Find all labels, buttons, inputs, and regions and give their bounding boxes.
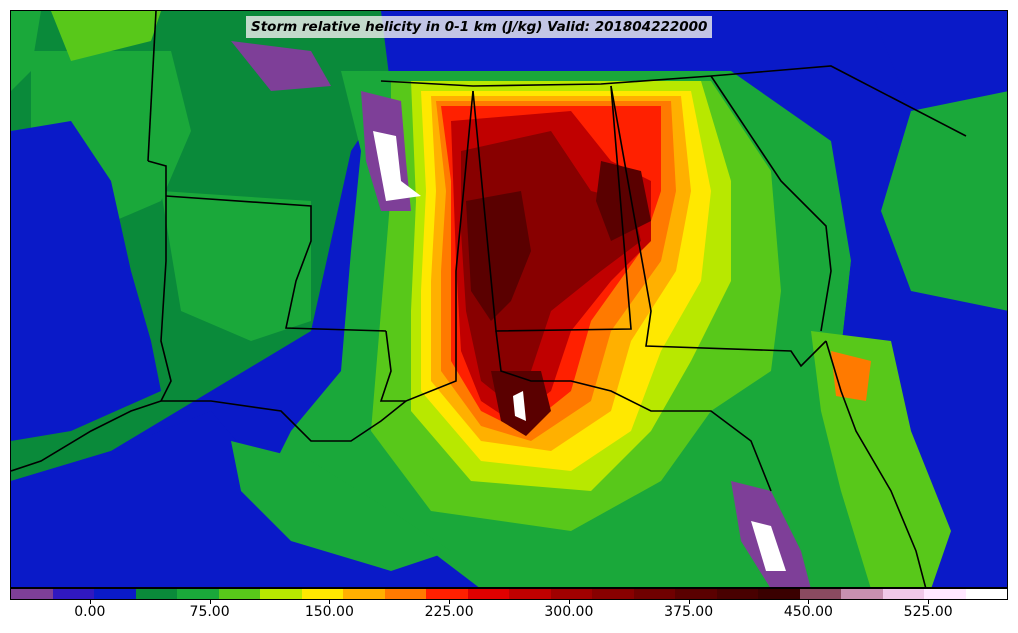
- colorbar-tick-label: 375.00: [664, 604, 714, 620]
- colorbar-segment: [343, 589, 385, 599]
- colorbar-tick-label: 300.00: [544, 604, 594, 620]
- colorbar: [10, 588, 1008, 600]
- colorbar-tick: [329, 600, 331, 604]
- colorbar-tick-label: 525.00: [903, 604, 953, 620]
- map-title: Storm relative helicity in 0-1 km (J/kg)…: [246, 16, 713, 38]
- colorbar-segment: [52, 589, 94, 599]
- colorbar-segment: [135, 589, 177, 599]
- colorbar-segment: [467, 589, 509, 599]
- colorbar-tick: [89, 600, 91, 604]
- colorbar-segment: [550, 589, 592, 599]
- colorbar-tick-label: 0.00: [74, 604, 106, 620]
- colorbar-ticks: 0.00 75.00 150.00 225.00 300.00 375.00 450.00 5…: [10, 600, 1008, 630]
- colorbar-tick: [209, 600, 211, 604]
- colorbar-segment: [841, 589, 883, 599]
- colorbar-segment: [11, 589, 53, 599]
- colorbar-segment: [426, 589, 468, 599]
- colorbar-segment: [384, 589, 426, 599]
- colorbar-segment: [301, 589, 343, 599]
- colorbar-segment: [633, 589, 675, 599]
- colorbar-tick-label: 150.00: [304, 604, 354, 620]
- colorbar-segment: [218, 589, 260, 599]
- colorbar-tick: [928, 600, 930, 604]
- colorbar-tick: [688, 600, 690, 604]
- colorbar-tick: [808, 600, 810, 604]
- colorbar-segment: [592, 589, 634, 599]
- colorbar-segment: [924, 589, 966, 599]
- colorbar-segment: [716, 589, 758, 599]
- colorbar-tick-label: 225.00: [424, 604, 474, 620]
- colorbar-tick: [568, 600, 570, 604]
- colorbar-tick-label: 75.00: [189, 604, 230, 620]
- colorbar-segment: [94, 589, 136, 599]
- colorbar-segment: [758, 589, 800, 599]
- helicity-field: [11, 11, 1007, 587]
- colorbar-segment: [675, 589, 717, 599]
- colorbar-tick: [449, 600, 451, 604]
- colorbar-segment: [509, 589, 551, 599]
- colorbar-segment: [965, 589, 1007, 599]
- colorbar-segment: [260, 589, 302, 599]
- colorbar-tick-label: 450.00: [783, 604, 833, 620]
- helicity-map: [10, 10, 1008, 588]
- colorbar-segment: [882, 589, 924, 599]
- colorbar-segment: [799, 589, 841, 599]
- state-boundaries: [11, 11, 967, 587]
- colorbar-segment: [177, 589, 219, 599]
